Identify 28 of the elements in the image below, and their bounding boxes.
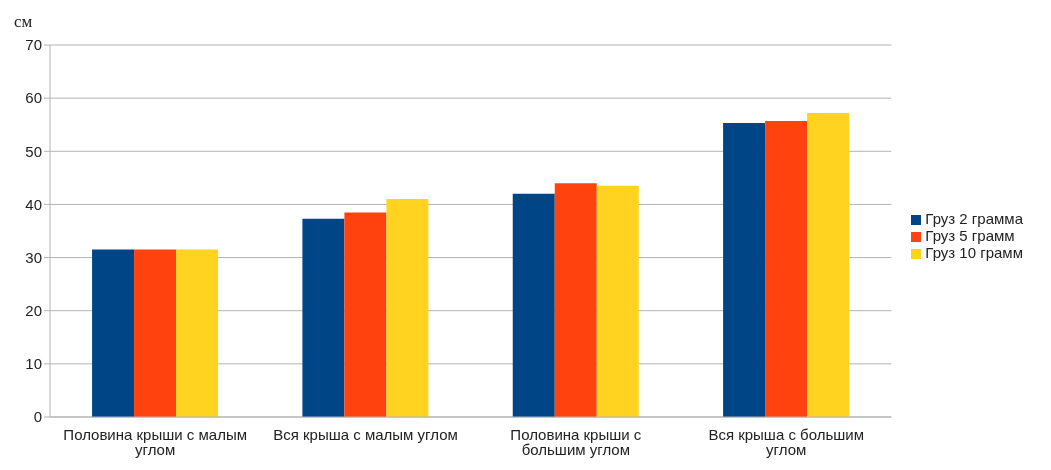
y-tick-label: 30 bbox=[25, 248, 42, 266]
legend-label: Груз 10 грамм bbox=[925, 244, 1023, 261]
bar bbox=[596, 185, 639, 417]
legend-label: Груз 5 грамм bbox=[925, 227, 1015, 244]
y-tick-label: 10 bbox=[25, 355, 42, 373]
bar bbox=[723, 123, 766, 417]
y-tick-label: 50 bbox=[25, 142, 42, 160]
bar bbox=[302, 218, 345, 417]
y-tick-label: 20 bbox=[25, 302, 42, 320]
x-tick-label: Половина крыши с большим углом bbox=[510, 425, 642, 458]
bar bbox=[176, 249, 219, 417]
bar bbox=[386, 199, 429, 417]
bar bbox=[344, 212, 387, 417]
y-tick-label: 0 bbox=[33, 408, 42, 426]
bar bbox=[765, 120, 808, 417]
bar bbox=[807, 113, 850, 417]
x-tick-label: Половина крыши с малым углом bbox=[63, 425, 247, 458]
bar bbox=[92, 249, 135, 417]
bar bbox=[134, 249, 177, 417]
y-axis-title: см bbox=[14, 12, 33, 32]
y-tick-label: 70 bbox=[25, 36, 42, 54]
y-tick-label: 40 bbox=[25, 195, 42, 213]
x-tick-label: Вся крыша с малым углом bbox=[273, 425, 458, 443]
bar bbox=[554, 183, 597, 417]
y-tick-label: 60 bbox=[25, 89, 42, 107]
bar bbox=[512, 193, 555, 417]
x-tick-label: Вся крыша с большим углом bbox=[708, 425, 864, 458]
legend-label: Груз 2 грамма bbox=[925, 210, 1023, 227]
